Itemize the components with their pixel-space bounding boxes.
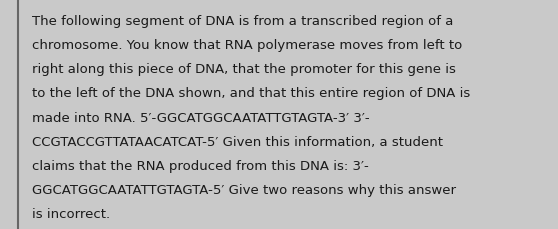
Text: chromosome. You know that RNA polymerase moves from left to: chromosome. You know that RNA polymerase… [32,39,463,52]
Text: GGCATGGCAATATTGTAGTA-5′ Give two reasons why this answer: GGCATGGCAATATTGTAGTA-5′ Give two reasons… [32,183,456,196]
Text: right along this piece of DNA, that the promoter for this gene is: right along this piece of DNA, that the … [32,63,456,76]
Text: made into RNA. 5′-GGCATGGCAATATTGTAGTA-3′ 3′-: made into RNA. 5′-GGCATGGCAATATTGTAGTA-3… [32,111,370,124]
Text: claims that the RNA produced from this DNA is: 3′-: claims that the RNA produced from this D… [32,159,369,172]
Text: The following segment of DNA is from a transcribed region of a: The following segment of DNA is from a t… [32,15,454,28]
Text: to the left of the DNA shown, and that this entire region of DNA is: to the left of the DNA shown, and that t… [32,87,470,100]
Text: is incorrect.: is incorrect. [32,207,110,220]
Text: CCGTACCGTTATAACATCAT-5′ Given this information, a student: CCGTACCGTTATAACATCAT-5′ Given this infor… [32,135,444,148]
